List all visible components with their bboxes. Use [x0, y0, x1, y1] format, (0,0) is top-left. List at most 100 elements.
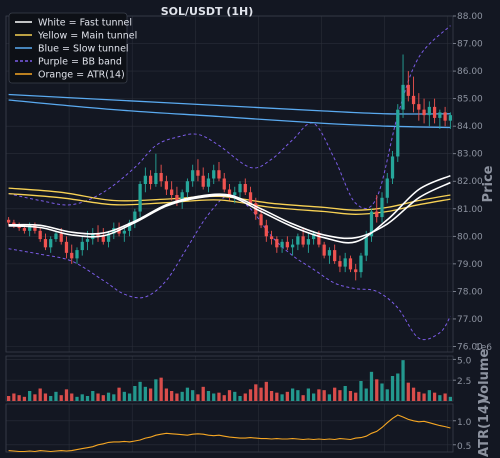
candle-body: [206, 178, 211, 187]
volume-bar: [406, 382, 410, 401]
volume-bar: [233, 391, 237, 401]
volume-bar: [206, 391, 211, 401]
candle-body: [322, 244, 326, 256]
candle-body: [417, 104, 421, 110]
volume-bar: [327, 394, 332, 401]
volume-bar: [301, 395, 305, 401]
fast-tunnel-upper: [8, 174, 451, 244]
candle-body: [238, 184, 242, 193]
volume-bar: [364, 388, 368, 401]
candle-body: [401, 84, 405, 110]
legend-label-slow: Blue = Slow tunnel: [38, 44, 129, 55]
candle-body: [164, 181, 169, 190]
volume-bars: [6, 360, 453, 401]
candle-body: [170, 189, 174, 196]
candle-body: [259, 214, 263, 226]
volume-bar: [180, 391, 184, 401]
volume-bar: [264, 381, 268, 401]
bb-upper-line: [8, 25, 451, 209]
volume-bar: [248, 389, 253, 401]
candle-body: [233, 192, 237, 196]
volume-bar: [12, 393, 16, 401]
candle-body: [159, 172, 163, 182]
volume-bar: [290, 388, 295, 401]
candle-body: [227, 189, 232, 196]
volume-bar: [164, 388, 169, 401]
volume-bar: [333, 387, 337, 401]
atr-axis-label: ATR(14): [477, 399, 492, 457]
legend-label-atr: Orange = ATR(14): [38, 70, 125, 81]
candle-body: [196, 170, 200, 176]
candle-body: [138, 184, 142, 212]
volume-bar: [175, 393, 179, 401]
atr-line-path: [8, 414, 451, 453]
candle-body: [317, 233, 321, 245]
volume-bar: [227, 390, 232, 401]
volume-bar: [254, 384, 258, 401]
volume-bar: [385, 389, 389, 401]
volume-bar: [38, 388, 42, 401]
volume-bar: [33, 394, 37, 401]
volume-bar: [338, 390, 342, 401]
candle-body: [312, 233, 316, 240]
candle-body: [390, 156, 395, 179]
volume-bar: [170, 391, 174, 401]
volume-bar: [43, 393, 48, 401]
volume-bar: [396, 373, 400, 401]
volume-bar: [106, 392, 111, 401]
volume-bar: [91, 391, 95, 401]
volume-bar: [417, 391, 421, 401]
price-tick-label: 77.00: [457, 315, 483, 325]
candle-body: [122, 230, 126, 234]
price-tick-label: 85.00: [457, 95, 483, 105]
volume-bar: [143, 386, 147, 401]
volume-bar: [96, 393, 100, 401]
candle-body: [348, 258, 353, 270]
candle-body: [180, 192, 184, 201]
candle-body: [80, 241, 84, 251]
volume-exponent-label: 1e6: [475, 343, 492, 353]
price-tick-label: 78.00: [457, 287, 483, 297]
volume-bar: [259, 387, 263, 401]
volume-bar: [438, 395, 442, 401]
candle-body: [448, 115, 453, 121]
volume-bar: [422, 393, 426, 401]
candle-body: [6, 219, 11, 223]
candle-body: [296, 236, 300, 245]
candle-body: [133, 211, 137, 223]
candle-body: [148, 175, 153, 184]
candle-body: [248, 192, 253, 204]
volume-tick-label: 2.5: [457, 377, 471, 387]
volume-bar: [154, 379, 158, 401]
candle-body: [385, 178, 389, 198]
volume-bar: [201, 386, 205, 401]
volume-bar: [390, 376, 395, 401]
price-tick-label: 87.00: [457, 40, 483, 50]
candle-body: [290, 244, 295, 248]
candle-body: [22, 228, 27, 231]
chart-title: SOL/USDT (1H): [161, 5, 254, 18]
candle-body: [127, 222, 132, 231]
volume-bar: [54, 391, 58, 401]
panel-frame: [5, 403, 454, 453]
volume-bar: [127, 393, 132, 401]
candle-body: [185, 181, 190, 193]
candle-body: [85, 239, 90, 242]
volume-bar: [269, 391, 274, 401]
volume-bar: [6, 396, 11, 401]
volume-bar: [369, 371, 374, 401]
candle-body: [369, 211, 374, 237]
candle-body: [175, 195, 179, 201]
candle-body: [333, 250, 337, 262]
volume-bar: [238, 396, 242, 401]
volume-bar: [196, 394, 200, 401]
volume-bar: [285, 391, 289, 401]
volume-bar: [185, 387, 190, 401]
volume-bar: [70, 393, 74, 401]
candle-body: [301, 236, 305, 245]
candle-body: [70, 252, 74, 259]
volume-bar: [49, 396, 53, 401]
candle-body: [201, 175, 205, 187]
candle-body: [327, 250, 332, 256]
